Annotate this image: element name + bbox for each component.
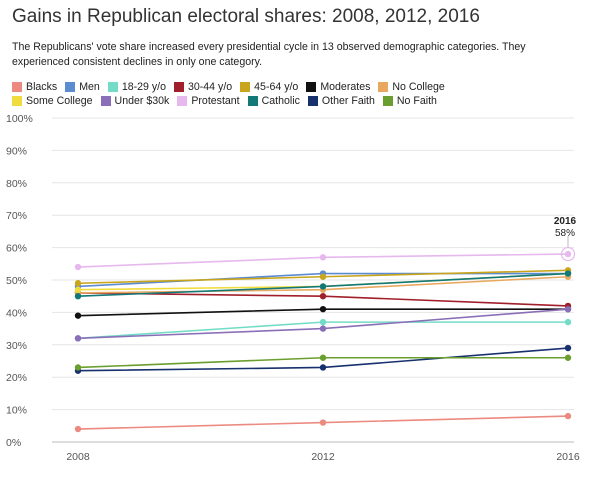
data-point <box>319 318 327 326</box>
legend-item: Under $30k <box>100 94 170 108</box>
legend-label: Catholic <box>261 95 300 107</box>
legend-item: 30-44 y/o <box>173 80 233 94</box>
legend-swatch <box>173 82 184 92</box>
data-point <box>74 293 82 300</box>
legend-swatch <box>12 96 22 106</box>
legend-label: Other Faith <box>321 95 375 107</box>
legend-swatch <box>306 82 317 92</box>
legend-item: Some College <box>12 94 93 108</box>
y-tick-label: 60% <box>6 243 27 255</box>
data-point <box>319 293 327 300</box>
data-point <box>74 280 82 287</box>
annotation-value: 58% <box>555 228 575 239</box>
x-tick-label: 2012 <box>311 451 335 463</box>
y-tick-label: 70% <box>6 210 27 222</box>
legend-label: Under $30k <box>114 95 170 107</box>
data-point <box>319 364 327 371</box>
legend-item: Catholic <box>247 94 300 108</box>
data-point <box>564 318 572 326</box>
legend-swatch <box>240 82 251 92</box>
legend-item: Other Faith <box>307 94 375 108</box>
data-point <box>74 335 82 342</box>
y-tick-label: 50% <box>6 275 27 287</box>
annotation-year: 2016 <box>554 216 577 227</box>
x-tick-label: 2016 <box>556 451 580 463</box>
legend-swatch <box>107 82 118 92</box>
legend-label: Blacks <box>26 81 58 93</box>
legend-swatch <box>65 82 76 92</box>
legend-label: Men <box>79 81 100 93</box>
legend-label: 18-29 y/o <box>121 81 166 93</box>
legend-swatch <box>177 96 188 106</box>
legend-label: 45-64 y/o <box>254 81 299 93</box>
y-tick-label: 10% <box>6 405 27 417</box>
data-point <box>74 312 82 319</box>
legend-item: No College <box>378 80 445 94</box>
x-tick-label: 2008 <box>66 451 90 463</box>
legend-item: No Faith <box>382 94 437 108</box>
highlight-ring <box>560 246 576 262</box>
legend-item: 18-29 y/o <box>107 80 166 94</box>
data-point <box>319 325 327 332</box>
data-point <box>74 425 82 433</box>
legend-row-2: Some College Under $30k Protestant Catholic… <box>12 94 587 108</box>
legend-swatch <box>247 96 258 106</box>
data-point <box>564 344 572 352</box>
legend-item: Moderates <box>306 80 370 94</box>
chart-subtitle: The Republicans' vote share increased ev… <box>12 41 526 68</box>
y-tick-label: 30% <box>6 340 27 352</box>
legend-label: No College <box>392 81 445 93</box>
legend-swatch <box>378 82 389 92</box>
legend-swatch <box>12 82 22 92</box>
legend-item: 45-64 y/o <box>240 80 298 94</box>
y-tick-label: 40% <box>6 307 27 319</box>
y-tick-label: 80% <box>6 178 27 190</box>
y-tick-label: 0% <box>6 437 21 449</box>
legend-label: Some College <box>26 95 93 107</box>
data-point <box>74 263 82 271</box>
data-point <box>319 419 327 426</box>
data-point <box>564 412 572 420</box>
data-point <box>564 305 572 313</box>
legend-label: No Faith <box>396 95 437 107</box>
y-tick-label: 100% <box>6 113 33 125</box>
data-point <box>564 354 572 361</box>
chart-title: Gains in Republican electoral shares: 20… <box>12 6 480 27</box>
legend-item: Men <box>65 80 100 94</box>
legend-row-1: Blacks Men 18-29 y/o 30-44 y/o 45-64 y/o Mode… <box>12 80 587 94</box>
legend-item: Blacks <box>12 80 57 94</box>
data-point <box>74 286 82 293</box>
legend-swatch <box>307 96 318 106</box>
y-tick-label: 20% <box>6 372 27 384</box>
data-point <box>319 283 327 290</box>
chart-legend: Blacks Men 18-29 y/o 30-44 y/o 45-64 y/o Mode… <box>12 80 587 108</box>
data-point <box>319 305 327 313</box>
data-point <box>564 250 572 258</box>
legend-label: 30-44 y/o <box>187 81 233 93</box>
legend-swatch <box>100 96 111 106</box>
legend-swatch <box>382 96 393 106</box>
legend-label: Moderates <box>320 81 371 93</box>
y-tick-label: 90% <box>6 145 27 157</box>
data-point <box>319 354 327 361</box>
data-point <box>319 273 327 280</box>
data-point <box>319 254 327 261</box>
data-point <box>74 364 82 371</box>
legend-item: Protestant <box>177 94 240 108</box>
legend-label: Protestant <box>191 95 240 107</box>
data-point <box>564 270 572 277</box>
